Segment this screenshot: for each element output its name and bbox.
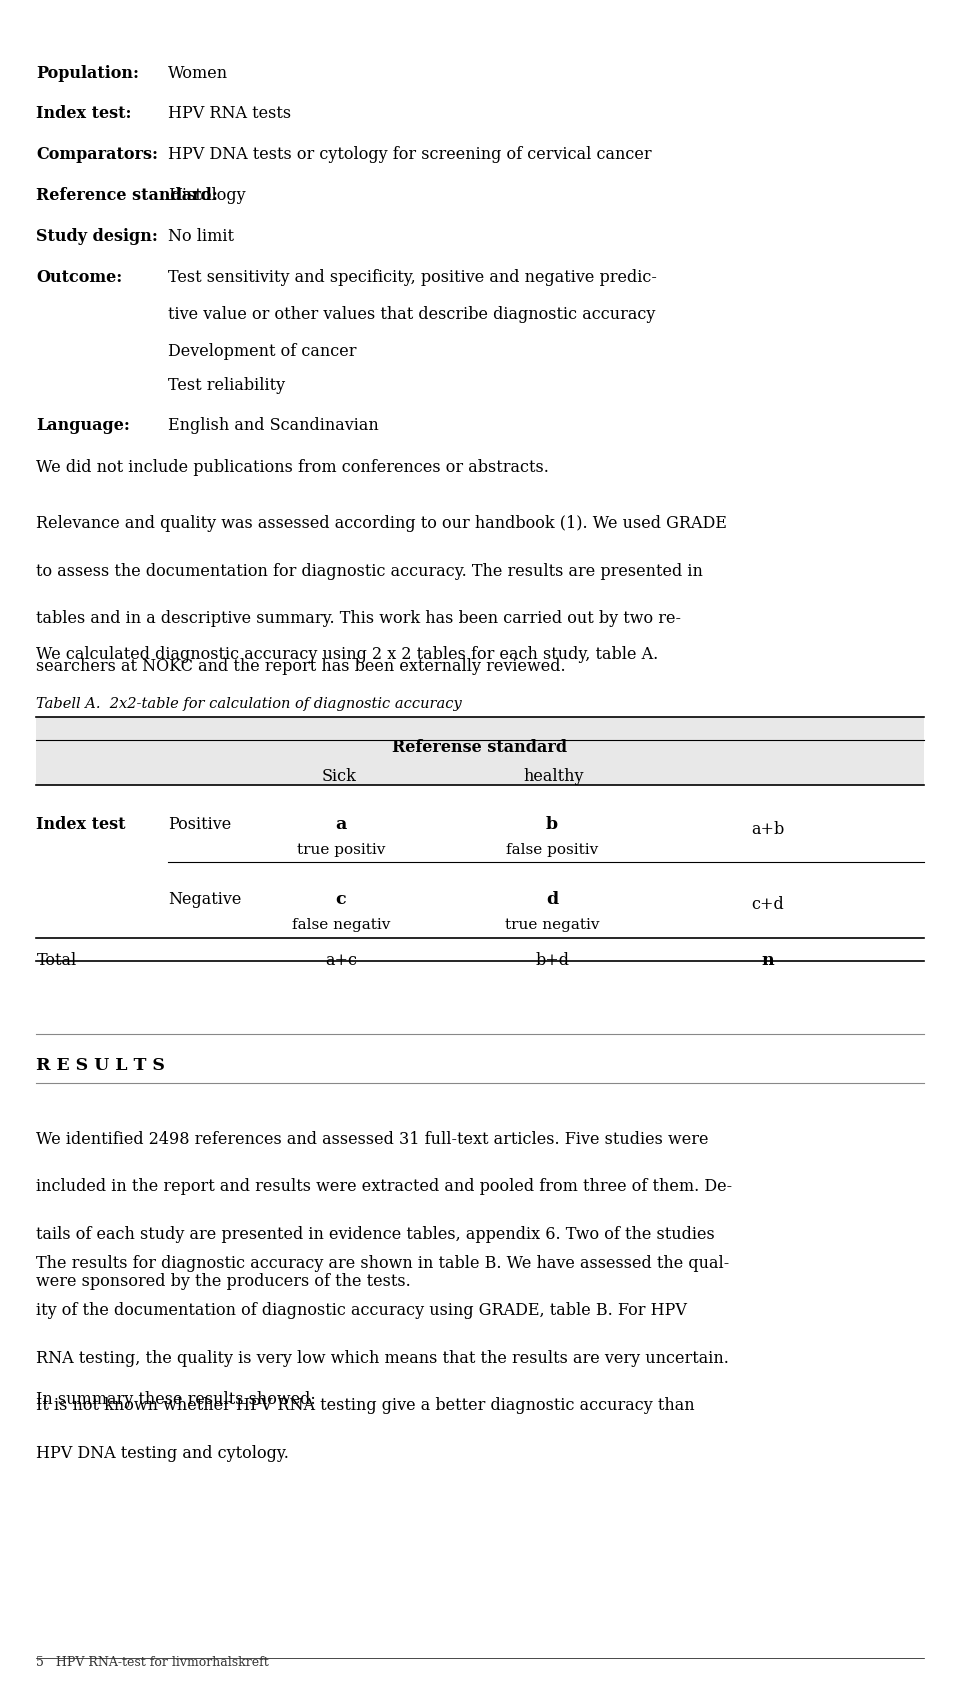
Text: Total: Total <box>36 952 77 969</box>
FancyBboxPatch shape <box>36 717 924 785</box>
Text: Comparators:: Comparators: <box>36 146 158 163</box>
Text: tables and in a descriptive summary. This work has been carried out by two re-: tables and in a descriptive summary. Thi… <box>36 610 682 627</box>
Text: b: b <box>546 816 558 833</box>
Text: Language:: Language: <box>36 416 131 434</box>
Text: a+c: a+c <box>324 952 357 969</box>
Text: R E S U L T S: R E S U L T S <box>36 1057 165 1074</box>
Text: HPV RNA tests: HPV RNA tests <box>168 105 291 122</box>
Text: ity of the documentation of diagnostic accuracy using GRADE, table B. For HPV: ity of the documentation of diagnostic a… <box>36 1302 687 1319</box>
Text: Reference standard:: Reference standard: <box>36 187 218 204</box>
Text: We did not include publications from conferences or abstracts.: We did not include publications from con… <box>36 459 549 476</box>
Text: Sick: Sick <box>322 768 356 785</box>
Text: We identified 2498 references and assessed 31 full-text articles. Five studies w: We identified 2498 references and assess… <box>36 1130 709 1148</box>
Text: to assess the documentation for diagnostic accuracy. The results are presented i: to assess the documentation for diagnost… <box>36 563 704 580</box>
Text: searchers at NOKC and the report has been externally reviewed.: searchers at NOKC and the report has bee… <box>36 658 566 675</box>
Text: c+d: c+d <box>752 896 784 913</box>
Text: included in the report and results were extracted and pooled from three of them.: included in the report and results were … <box>36 1178 732 1195</box>
Text: healthy: healthy <box>523 768 584 785</box>
Text: RNA testing, the quality is very low which means that the results are very uncer: RNA testing, the quality is very low whi… <box>36 1350 730 1367</box>
Text: Study design:: Study design: <box>36 228 158 245</box>
Text: We calculated diagnostic accuracy using 2 x 2 tables for each study, table A.: We calculated diagnostic accuracy using … <box>36 646 659 663</box>
Text: No limit: No limit <box>168 228 234 245</box>
Text: 5   HPV RNA-test for livmorhalskreft: 5 HPV RNA-test for livmorhalskreft <box>36 1656 269 1669</box>
Text: The results for diagnostic accuracy are shown in table B. We have assessed the q: The results for diagnostic accuracy are … <box>36 1255 730 1272</box>
Text: Tabell A.  2x2-table for calculation of diagnostic accuracy: Tabell A. 2x2-table for calculation of d… <box>36 697 462 711</box>
Text: Index test: Index test <box>36 816 126 833</box>
Text: c: c <box>335 891 347 908</box>
Text: Relevance and quality was assessed according to our handbook (1). We used GRADE: Relevance and quality was assessed accor… <box>36 515 728 532</box>
Text: Negative: Negative <box>168 891 241 908</box>
Text: Test sensitivity and specificity, positive and negative predic-: Test sensitivity and specificity, positi… <box>168 269 657 286</box>
Text: HPV DNA tests or cytology for screening of cervical cancer: HPV DNA tests or cytology for screening … <box>168 146 652 163</box>
Text: true positiv: true positiv <box>297 843 385 857</box>
Text: It is not known whether HPV RNA testing give a better diagnostic accuracy than: It is not known whether HPV RNA testing … <box>36 1397 695 1414</box>
Text: d: d <box>546 891 558 908</box>
Text: true negativ: true negativ <box>505 918 599 932</box>
Text: n: n <box>761 952 775 969</box>
Text: Positive: Positive <box>168 816 231 833</box>
Text: a: a <box>335 816 347 833</box>
Text: Outcome:: Outcome: <box>36 269 123 286</box>
Text: Histology: Histology <box>168 187 246 204</box>
Text: Test reliability: Test reliability <box>168 377 285 394</box>
Text: In summary these results showed:: In summary these results showed: <box>36 1391 316 1408</box>
Text: Women: Women <box>168 65 228 82</box>
Text: English and Scandinavian: English and Scandinavian <box>168 416 379 434</box>
Text: b+d: b+d <box>535 952 569 969</box>
Text: Development of cancer: Development of cancer <box>168 343 356 360</box>
Text: HPV DNA testing and cytology.: HPV DNA testing and cytology. <box>36 1445 289 1462</box>
Text: false negativ: false negativ <box>292 918 390 932</box>
Text: were sponsored by the producers of the tests.: were sponsored by the producers of the t… <box>36 1273 411 1290</box>
Text: Referense standard: Referense standard <box>393 740 567 756</box>
Text: Index test:: Index test: <box>36 105 132 122</box>
Text: false positiv: false positiv <box>506 843 598 857</box>
Text: a+b: a+b <box>752 821 784 838</box>
Text: tive value or other values that describe diagnostic accuracy: tive value or other values that describe… <box>168 306 656 323</box>
Text: Population:: Population: <box>36 65 139 82</box>
Text: tails of each study are presented in evidence tables, appendix 6. Two of the stu: tails of each study are presented in evi… <box>36 1226 715 1243</box>
